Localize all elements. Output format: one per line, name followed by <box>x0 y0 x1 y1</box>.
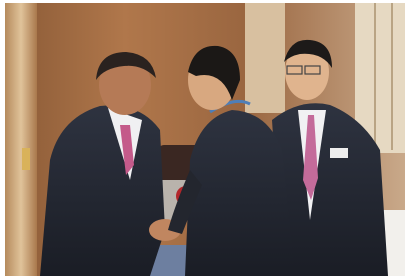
left-pillar <box>5 3 37 276</box>
name-badge <box>330 148 348 158</box>
photo-frame <box>5 3 405 276</box>
photo <box>0 0 409 279</box>
hinge <box>22 148 30 170</box>
doorway <box>245 3 285 113</box>
page <box>0 0 409 279</box>
